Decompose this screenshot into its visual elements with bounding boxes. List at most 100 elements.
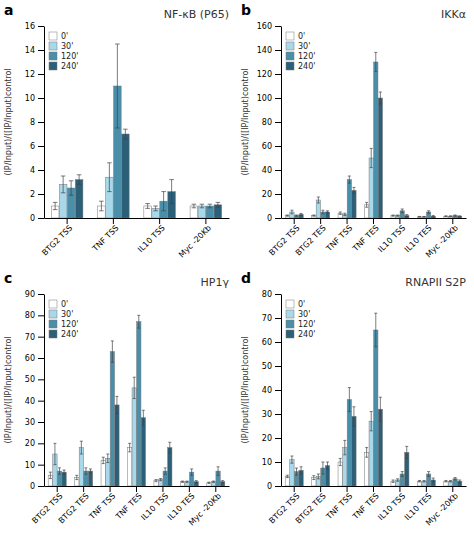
error-bar: [295, 468, 298, 475]
legend-item: 30': [286, 310, 310, 319]
error-bar: [396, 479, 399, 481]
error-bar: [317, 197, 320, 203]
tick-label: 40: [262, 166, 272, 175]
error-bar: [80, 441, 83, 454]
tick-label: BTG2 TSS: [40, 223, 74, 257]
tick-label: 8: [30, 118, 35, 127]
error-bar: [195, 481, 198, 483]
error-bar: [286, 215, 289, 216]
error-bar: [444, 215, 447, 217]
tick: TNF TSS: [324, 486, 354, 522]
tick: 60: [262, 142, 281, 151]
panel: 0102030405060708090BTG2 TSSBTG2 TESTNF T…: [4, 270, 230, 527]
y-axis-label: (IP/Input)/([IP/Input)control: [4, 68, 13, 175]
tick-label: 100: [257, 94, 272, 103]
error-bar: [339, 212, 342, 214]
error-bar: [290, 210, 293, 214]
tick-label: 50: [25, 375, 35, 384]
tick: BTG2 TSS: [40, 218, 74, 257]
error-bar: [365, 448, 368, 458]
legend-swatch: [49, 32, 57, 40]
legend-label: 0': [61, 32, 68, 41]
tick-label: Myc -20Kb: [424, 491, 460, 527]
x-axis: BTG2 TSSBTG2 TESTNF TSSTNF TESIL10 TSSIL…: [267, 486, 466, 527]
error-bar: [207, 482, 210, 483]
error-bar: [186, 481, 189, 482]
bar: [422, 481, 426, 486]
tick-mark: [275, 486, 281, 487]
tick: 60: [25, 354, 44, 363]
tick-mark: [275, 390, 281, 391]
error-bar: [102, 457, 105, 463]
error-bar: [427, 211, 430, 213]
legend-label: 0': [298, 32, 305, 41]
legend-swatch: [286, 310, 294, 318]
error-bar: [392, 215, 395, 216]
legend-label: 240': [298, 62, 315, 71]
legend-swatch: [286, 300, 294, 308]
tick-mark: [38, 50, 44, 51]
y-axis: 020406080100120140160: [257, 22, 282, 223]
legend-item: 0': [49, 300, 68, 309]
tick-mark: [275, 50, 281, 51]
legend-item: 0': [49, 32, 68, 41]
bar: [453, 216, 457, 218]
title: IKKα: [441, 8, 466, 21]
tick-label: 12: [25, 70, 35, 79]
tick-label: 10: [25, 94, 35, 103]
tick: 50: [25, 375, 44, 384]
bar: [352, 416, 356, 486]
error-bar: [77, 175, 82, 185]
error-bar: [432, 216, 435, 217]
error-bar: [169, 180, 174, 204]
bar: [347, 180, 351, 218]
tick: BTG2 TES: [294, 218, 328, 257]
error-bar: [348, 388, 351, 412]
bar: [185, 482, 189, 486]
tick-mark: [38, 315, 44, 316]
tick-label: 0: [267, 482, 272, 491]
bar: [444, 481, 448, 486]
error-bar: [133, 377, 136, 398]
error-bar: [312, 476, 315, 480]
error-bar: [137, 315, 140, 328]
error-bar: [300, 213, 303, 215]
bar: [417, 217, 421, 218]
legend-item: 120': [286, 320, 315, 329]
error-bar: [432, 478, 435, 482]
tick-mark: [38, 74, 44, 75]
bar: [137, 322, 141, 486]
tick: 80: [25, 311, 44, 320]
tick-label: 90: [25, 290, 35, 299]
error-bar: [300, 467, 303, 474]
tick-mark: [275, 218, 281, 219]
tick-label: Myc -20Kb: [177, 223, 213, 259]
legend-label: 120': [61, 320, 78, 329]
bar: [417, 481, 421, 486]
error-bar: [449, 215, 452, 217]
legend: 0'30'120'240': [283, 28, 318, 73]
legend-label: 30': [298, 310, 310, 319]
error-bar: [454, 478, 457, 480]
error-bar: [418, 480, 421, 481]
y-axis-label: (IP/Input)/([IP/Input)control: [241, 68, 250, 175]
error-bar: [107, 163, 112, 192]
legend-label: 120': [61, 52, 78, 61]
legend-swatch: [49, 42, 57, 50]
tick: 90: [25, 290, 44, 299]
axis-line: [44, 27, 45, 219]
panel: 0246810121416BTG2 TSSTNF TSSIL10 TSSMyc …: [4, 2, 230, 259]
y-axis: 01020304050607080: [262, 290, 282, 491]
tick-mark: [275, 294, 281, 295]
error-bar: [217, 467, 220, 476]
series: [59, 163, 205, 218]
tick: 6: [30, 142, 44, 151]
panel-label: d: [241, 270, 251, 286]
x-axis: BTG2 TSSBTG2 TESTNF TSSTNF TESIL10 TSSIL…: [267, 218, 466, 259]
tick-label: BTG2 TES: [57, 491, 91, 525]
error-bar: [458, 215, 461, 217]
error-bar: [339, 458, 342, 465]
error-bar: [164, 468, 167, 474]
bar: [122, 134, 130, 218]
error-bar: [405, 446, 408, 458]
